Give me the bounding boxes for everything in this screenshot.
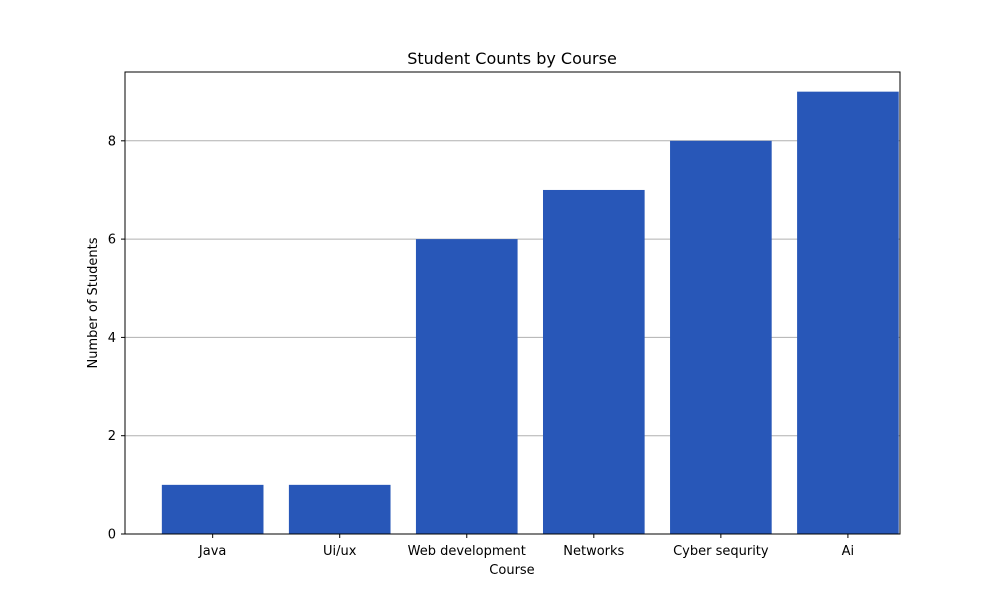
bar-2 (415, 239, 518, 534)
y-axis-label: Number of Students (86, 237, 101, 368)
x-tick-label-3: Networks (563, 544, 624, 559)
x-tick-label-2: Web development (408, 544, 526, 559)
plot-area-frame (124, 71, 901, 535)
x-axis-ticks: Java Ui/ux Web development Networks Cyber se… (198, 534, 854, 559)
x-tick-label-1: Ui/ux (323, 544, 357, 559)
bar-3 (542, 189, 645, 534)
y-tick-label-4: 8 (108, 134, 116, 149)
x-axis-label: Course (489, 563, 534, 578)
bar-5 (797, 91, 899, 534)
bar-4 (670, 140, 772, 534)
bars (161, 91, 899, 534)
x-tick-label-0: Java (198, 544, 226, 559)
y-tick-label-2: 4 (108, 331, 116, 346)
bar-1 (288, 484, 391, 534)
y-tick-label-0: 0 (108, 528, 116, 543)
x-tick-label-5: Ai (842, 544, 855, 559)
y-axis-ticks: 0 2 4 6 8 (108, 134, 125, 543)
x-tick-label-4: Cyber sequrity (673, 544, 769, 559)
y-tick-label-1: 2 (108, 429, 116, 444)
bar-0 (161, 484, 264, 534)
chart-title: Student Counts by Course (407, 49, 617, 68)
y-tick-label-3: 6 (108, 233, 116, 248)
